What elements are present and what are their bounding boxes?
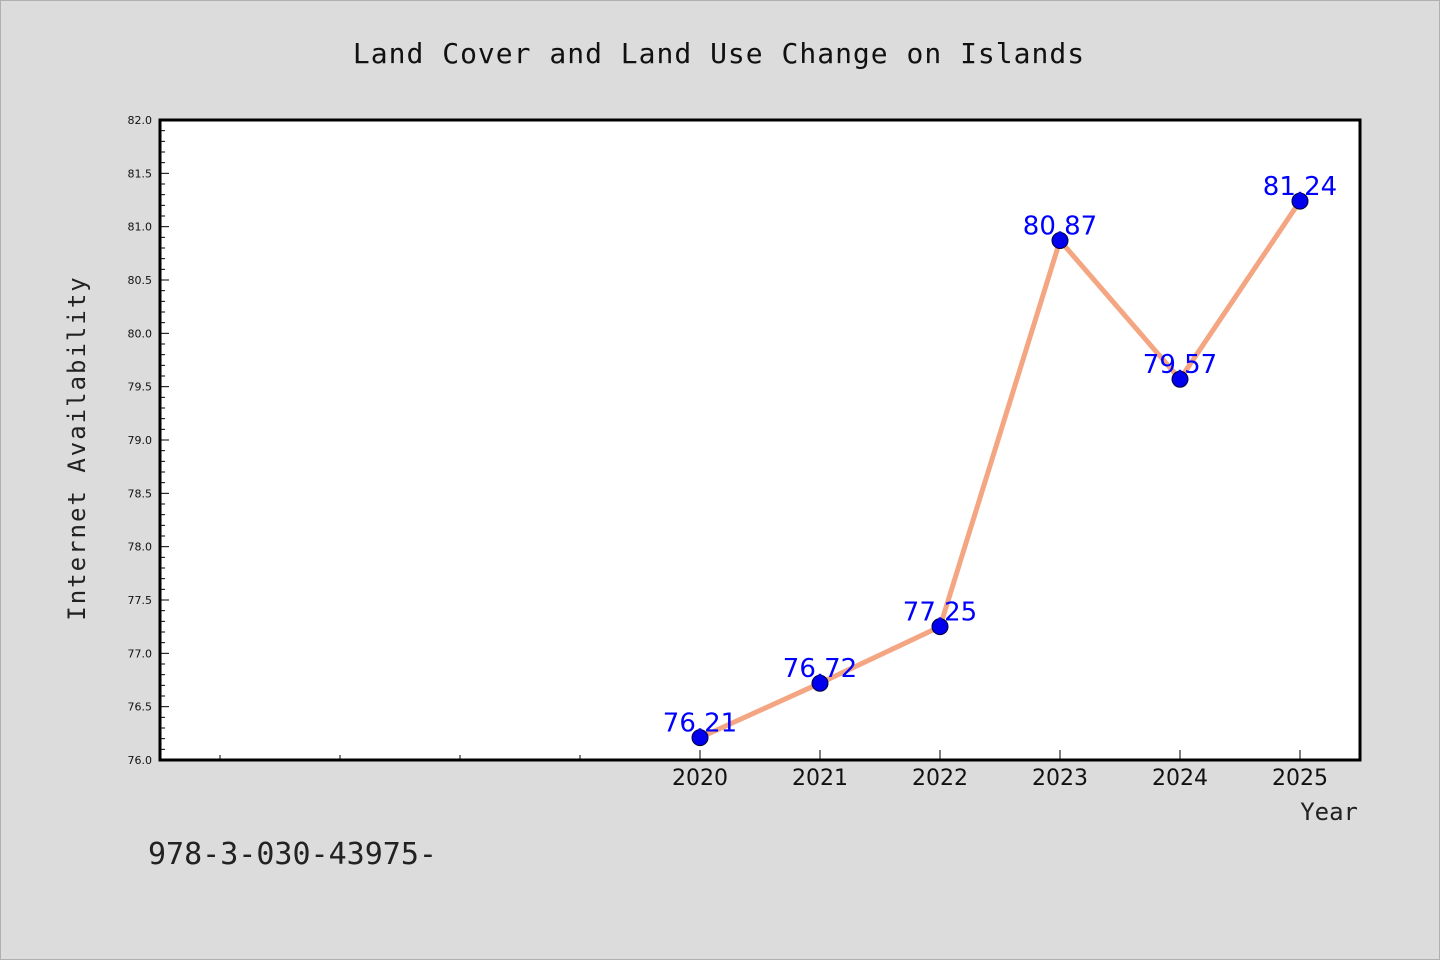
- y-tick-label: 78.0: [128, 541, 153, 554]
- data-point: [1051, 232, 1069, 250]
- data-point: [931, 618, 949, 636]
- chart-title: Land Cover and Land Use Change on Island…: [353, 37, 1085, 70]
- data-label: 76.72: [783, 654, 857, 684]
- y-tick-label: 76.0: [128, 754, 153, 767]
- data-point: [811, 674, 829, 692]
- x-tick-label: 2021: [792, 766, 848, 791]
- y-axis-label: Internet Availability: [63, 275, 91, 620]
- footer-text: 978-3-030-43975-: [148, 837, 437, 872]
- data-label: 81.24: [1263, 172, 1337, 202]
- y-tick-label: 81.5: [128, 167, 153, 180]
- data-label: 77.25: [903, 598, 977, 628]
- y-tick-label: 81.0: [128, 221, 153, 234]
- series-line: [697, 198, 1303, 741]
- x-axis: 2020 2021 2022 2023 2024 2025: [219, 750, 1328, 791]
- y-tick-label: 76.5: [128, 701, 153, 714]
- x-tick-label: 2025: [1272, 766, 1328, 791]
- x-tick-label: 2022: [912, 766, 968, 791]
- plot-frame: [158, 118, 1362, 762]
- y-tick-label: 80.5: [128, 274, 153, 287]
- series-layer: 76.21 76.72 77.25 80.87 79.57 81.24: [663, 172, 1337, 747]
- x-tick-label: 2024: [1152, 766, 1208, 791]
- plot-area: [160, 120, 1360, 760]
- y-tick-label: 78.5: [128, 487, 153, 500]
- y-tick-label: 80.0: [128, 327, 153, 340]
- y-tick-label: 79.0: [128, 434, 153, 447]
- x-tick-label: 2023: [1032, 766, 1088, 791]
- data-label: 79.57: [1143, 350, 1217, 380]
- data-point: [1171, 370, 1189, 388]
- data-point: [1291, 192, 1309, 210]
- x-tick-label: 2020: [672, 766, 728, 791]
- y-tick-label: 82.0: [128, 114, 153, 127]
- y-tick-label: 79.5: [128, 381, 153, 394]
- x-axis-label: Year: [1300, 798, 1358, 826]
- data-point: [691, 729, 709, 747]
- y-tick-label: 77.0: [128, 647, 153, 660]
- data-label: 76.21: [663, 709, 737, 739]
- y-tick-label: 77.5: [128, 594, 153, 607]
- data-label: 80.87: [1023, 212, 1097, 242]
